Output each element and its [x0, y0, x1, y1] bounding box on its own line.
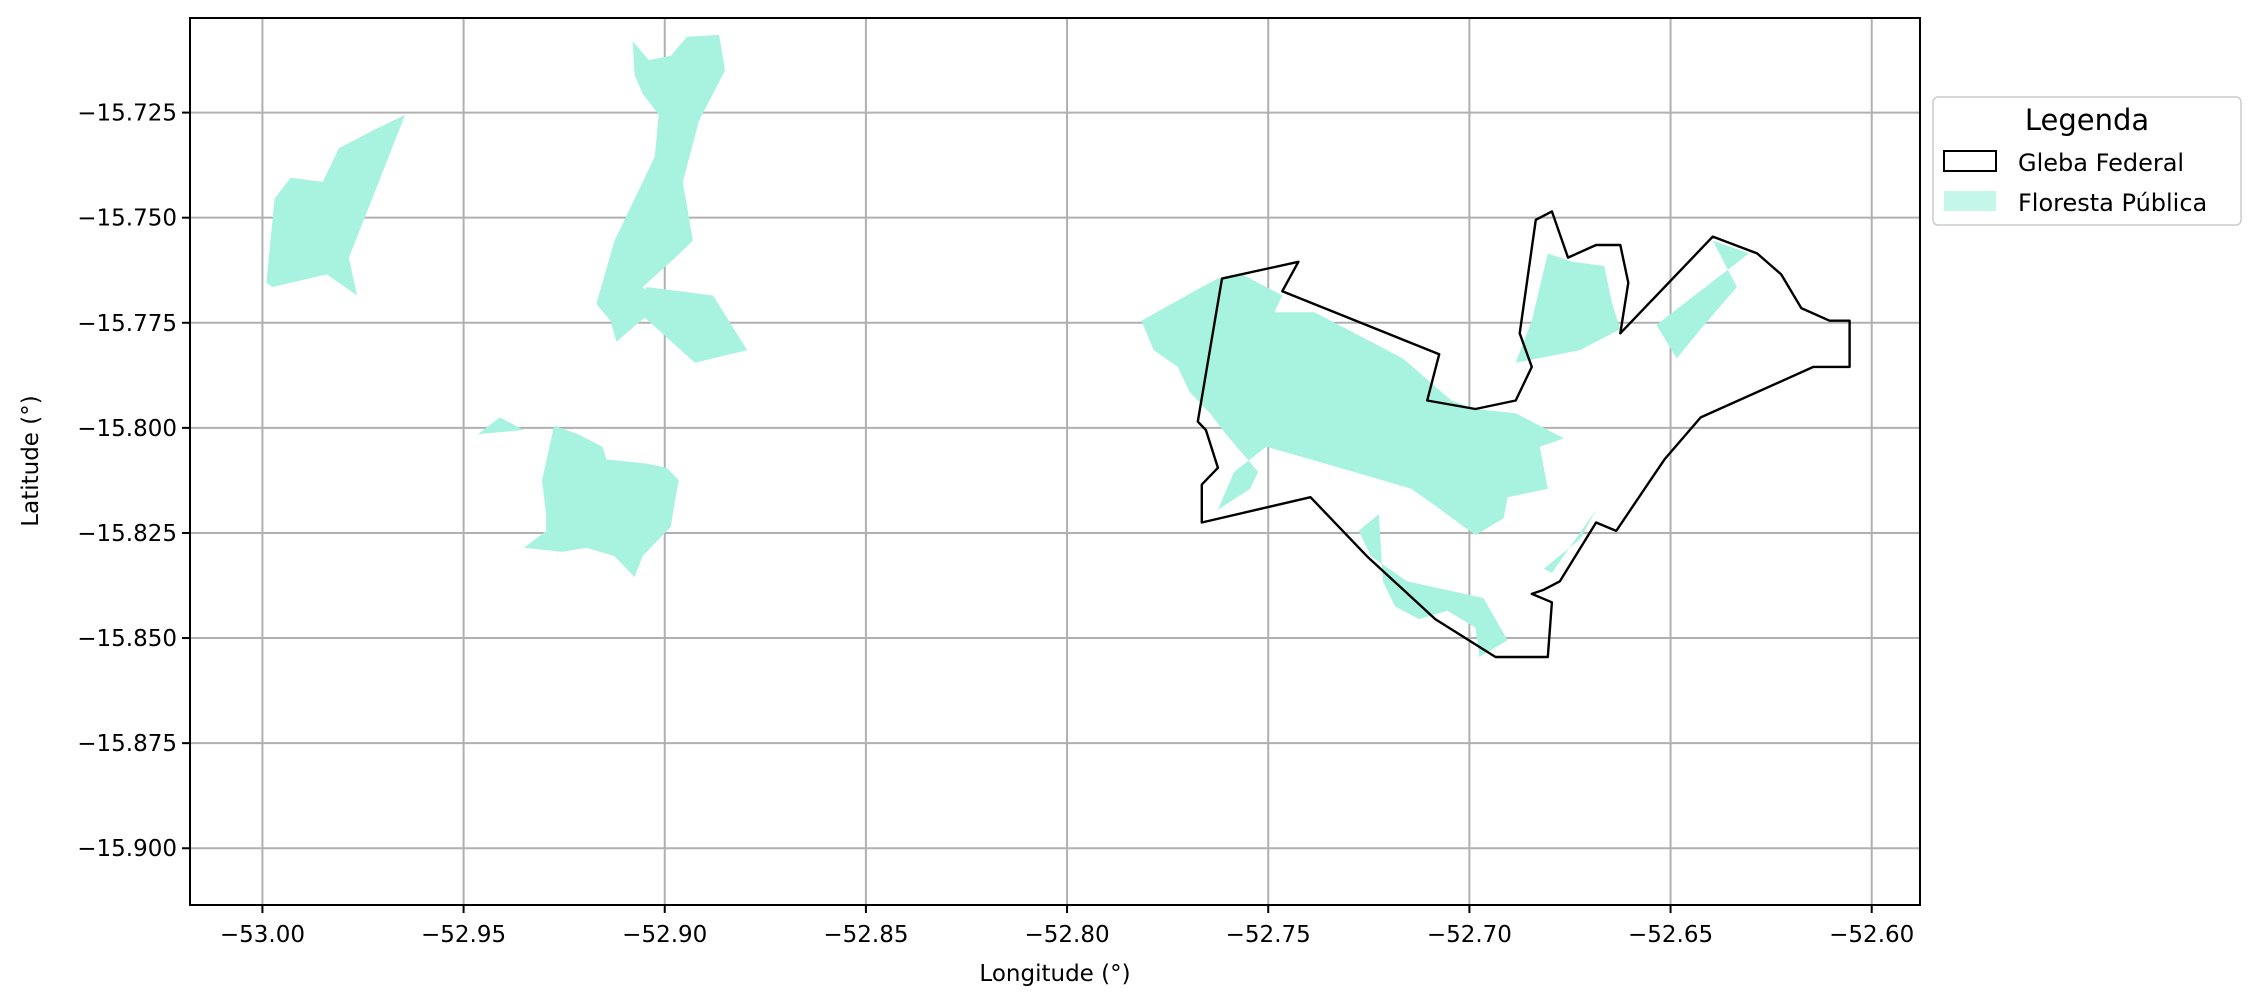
forest-polygon	[596, 34, 726, 342]
gleba-federal-boundary	[1196, 210, 1851, 659]
forest-polygon	[1141, 274, 1564, 536]
y-tick-label: −15.850	[77, 626, 177, 652]
forest-polygon	[1515, 253, 1621, 363]
y-tick-label: −15.800	[77, 416, 177, 442]
legend: Legenda Gleba Federal Floresta Pública	[1932, 96, 2242, 226]
x-tick-label: −52.85	[823, 922, 908, 948]
legend-title: Legenda	[2025, 103, 2149, 137]
x-tick-label: −52.60	[1829, 922, 1914, 948]
forest-polygon	[636, 287, 748, 363]
legend-label-gleba-federal: Gleba Federal	[2018, 149, 2184, 177]
forest-layer	[266, 34, 1749, 657]
y-tick-label: −15.825	[77, 521, 177, 547]
x-tick-label: −52.65	[1628, 922, 1713, 948]
legend-label-floresta-publica: Floresta Pública	[2018, 189, 2207, 217]
y-tick-label: −15.725	[77, 101, 177, 127]
x-tick-label: −52.90	[622, 922, 707, 948]
y-axis: −15.725 −15.750 −15.775 −15.800 −15.825 −15.8…	[77, 101, 190, 862]
x-tick-label: −52.70	[1427, 922, 1512, 948]
plot-background	[190, 18, 1920, 905]
forest-polygon	[1543, 509, 1597, 573]
x-axis-label: Longitude (°)	[979, 961, 1130, 987]
legend-swatch-gleba-federal	[1943, 150, 1997, 172]
legend-swatch-floresta-publica	[1944, 191, 1996, 211]
x-tick-label: −52.80	[1025, 922, 1110, 948]
y-tick-label: −15.750	[77, 206, 177, 232]
forest-polygon	[477, 417, 524, 435]
y-tick-label: −15.775	[77, 311, 177, 337]
x-axis: −53.00 −52.95 −52.90 −52.85 −52.80 −52.75 −52.…	[220, 905, 1914, 948]
forest-polygon	[1358, 514, 1508, 657]
y-tick-label: −15.875	[77, 731, 177, 757]
forest-polygon	[1656, 240, 1749, 359]
x-tick-label: −52.75	[1226, 922, 1311, 948]
y-tick-label: −15.900	[77, 836, 177, 862]
plot-frame	[189, 17, 1921, 906]
forest-polygon	[266, 114, 406, 296]
x-tick-label: −52.95	[421, 922, 506, 948]
y-axis-label: Latitude (°)	[18, 395, 44, 526]
legend-frame	[1932, 96, 2242, 226]
x-tick-label: −53.00	[220, 922, 305, 948]
boundary-layer	[1196, 210, 1851, 659]
forest-polygon	[523, 425, 679, 578]
plot-area	[189, 17, 1921, 906]
